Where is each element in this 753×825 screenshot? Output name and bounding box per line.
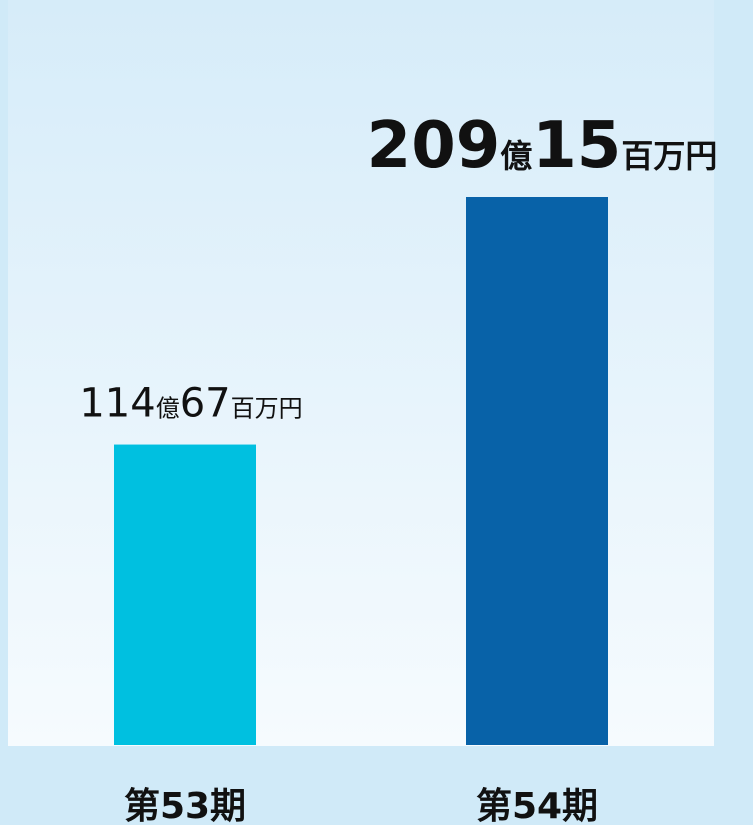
label-part: 百万円 [621, 137, 717, 175]
x-tick-label: 第53期 [124, 786, 246, 825]
label-part: 億 [500, 137, 532, 175]
label-part: 億 [156, 395, 180, 423]
label-part: 114 [79, 381, 155, 427]
bar [466, 197, 608, 745]
data-label: 209億15百万円 [367, 109, 718, 183]
label-part: 209 [367, 109, 501, 183]
label-part: 百万円 [231, 395, 303, 423]
x-tick-label: 第54期 [476, 786, 598, 825]
data-label: 114億67百万円 [79, 381, 302, 427]
label-part: 15 [532, 109, 621, 183]
label-part: 67 [180, 381, 231, 427]
bar [114, 444, 256, 745]
